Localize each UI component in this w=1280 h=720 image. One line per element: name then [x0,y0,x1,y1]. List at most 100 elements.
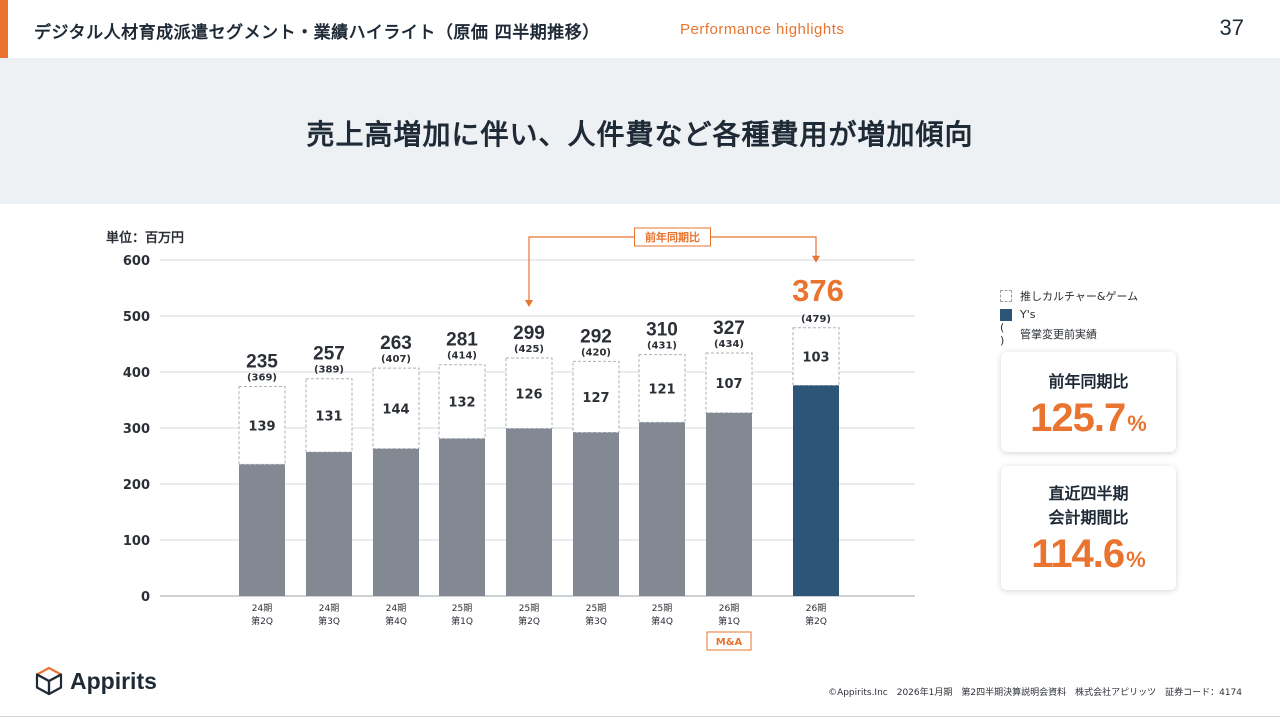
x-tick-label-period: 26期 [719,603,739,614]
legend-label: 管掌変更前実績 [1020,327,1097,341]
bar-segment-ys [793,385,839,596]
bar-segment-oshi-label: 127 [582,391,609,406]
arrow-down-icon [812,255,820,263]
legend-item-ys: Y's [1000,305,1138,324]
pre-change-actual-label: (479) [801,314,831,325]
bar-segment-oshi-label: 139 [248,419,275,434]
legend-item-pre-change: ( ) 管掌変更前実績 [1000,321,1138,347]
x-tick-label-period: 24期 [386,603,406,614]
y-tick-label: 600 [123,254,150,269]
bar-total-label: 299 [513,323,545,344]
x-tick-label-quarter: 第1Q [718,615,740,627]
qoq-card-label-line2: 会計期間比 [1048,508,1129,527]
bar-segment-oshi [505,357,553,430]
bar-segment-ys [573,432,619,596]
x-tick-label-quarter: 第2Q [805,615,827,627]
x-tick-label-period: 25期 [519,603,539,614]
legend-label: Y's [1020,308,1036,321]
y-tick-label: 0 [141,590,150,605]
parenthesis-icon: ( ) [1000,320,1005,347]
pre-change-actual-label: (420) [581,347,611,358]
pre-change-actual-label: (431) [647,341,677,352]
solid-swatch-icon [1000,308,1012,321]
x-tick-label-period: 25期 [652,603,672,614]
bar-segment-oshi-label: 121 [648,383,675,398]
bottom-divider [0,716,1280,717]
y-tick-label: 400 [123,366,150,381]
pre-change-actual-label: (407) [381,354,411,365]
qoq-card-value: 114.6% [1001,532,1176,577]
cube-logo-icon [35,666,63,696]
arrow-down-icon [525,300,533,307]
x-tick-label-quarter: 第3Q [318,615,340,627]
qoq-value-unit: % [1126,547,1146,572]
x-tick-label-period: 25期 [586,603,606,614]
x-tick-label-quarter: 第1Q [451,615,473,627]
bar-total-label: 327 [713,318,745,339]
bar-total-label: 235 [246,352,278,373]
dashed-swatch-icon [1000,289,1012,302]
page-subtitle: Performance highlights [680,21,845,38]
bar-total-label: 310 [646,320,678,341]
qoq-card-label: 直近四半期 会計期間比 [1001,466,1176,530]
bar-total-label-highlight: 376 [792,273,844,308]
pre-change-actual-label: (369) [247,373,277,384]
chart-legend: 推しカルチャー&ゲーム Y's ( ) 管掌変更前実績 [1000,286,1138,347]
yoy-annotation-box [634,227,711,247]
headline-banner [0,58,1280,204]
yoy-annotation-label: 前年同期比 [645,230,700,244]
x-tick-label-period: 24期 [319,603,339,614]
x-tick-label-quarter: 第4Q [385,615,407,627]
footer-text: ©Appirits.Inc 2026年1月期 第2四半期決算説明会資料 株式会社… [828,688,1242,698]
bar-total-label: 263 [380,333,412,354]
bar-segment-oshi [792,327,840,386]
header-accent-bar [0,0,8,58]
x-tick-label-quarter: 第3Q [585,615,607,627]
x-tick-label-quarter: 第2Q [518,615,540,627]
bar-segment-oshi [372,367,420,450]
yoy-value-unit: % [1127,411,1147,436]
pre-change-actual-label: (389) [314,365,344,376]
bar-segment-oshi-label: 132 [448,396,475,411]
pre-change-actual-label: (425) [514,344,544,355]
qoq-value-number: 114.6 [1031,532,1125,576]
bar-segment-oshi [438,364,486,440]
bar-segment-oshi [572,360,620,433]
bar-segment-ys [306,452,352,596]
bar-segment-oshi [238,386,286,465]
legend-label: 推しカルチャー&ゲーム [1020,289,1139,303]
yoy-card: 前年同期比 125.7% [1001,352,1176,452]
headline-text: 売上高増加に伴い、人件費など各種費用が増加傾向 [306,118,974,151]
unit-label: 単位：百万円 [106,231,185,246]
bar-segment-oshi-label: 107 [715,377,742,392]
company-logo: Appirits [34,666,157,696]
yoy-value-number: 125.7 [1030,396,1126,440]
bar-segment-ys [506,428,552,596]
logo-text: Appirits [70,667,157,694]
y-tick-label: 500 [123,310,150,325]
page-number: 37 [1219,15,1244,40]
bar-segment-oshi-label: 144 [382,402,409,417]
bar-segment-oshi [305,378,353,453]
x-tick-label-period: 26期 [806,603,826,614]
yoy-card-value: 125.7% [1001,396,1176,441]
yoy-card-label: 前年同期比 [1048,372,1129,391]
x-tick-label-quarter: 第4Q [651,615,673,627]
bar-segment-oshi-label: 103 [802,351,829,366]
bar-total-label: 281 [446,330,478,351]
bar-segment-ys [239,464,285,596]
legend-item-oshi: 推しカルチャー&ゲーム [1000,286,1138,305]
y-tick-label: 300 [123,422,150,437]
bar-segment-ys [706,412,752,596]
y-tick-label: 200 [123,478,150,493]
bar-segment-oshi [638,354,686,423]
bar-segment-ys [639,422,685,596]
ma-tag-box [706,631,752,651]
x-tick-label-quarter: 第2Q [251,615,273,627]
pre-change-actual-label: (434) [714,339,744,350]
bar-segment-oshi-label: 131 [315,409,342,424]
bar-segment-ys [439,438,485,596]
pre-change-actual-label: (414) [447,351,477,362]
yoy-bracket-line [528,236,817,306]
